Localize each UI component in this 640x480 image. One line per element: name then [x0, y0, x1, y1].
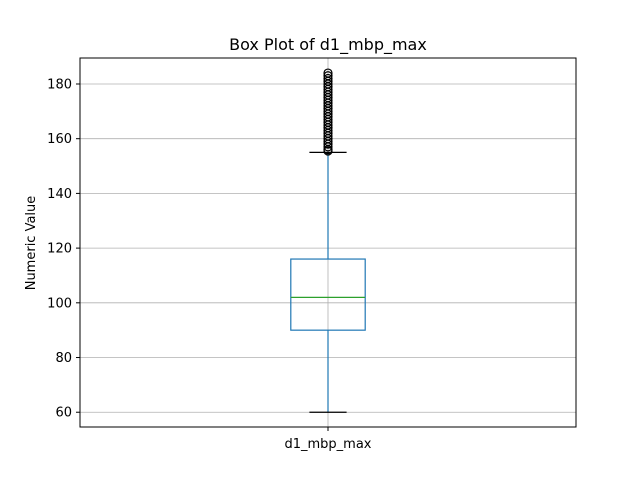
- iqr-box: [290, 258, 366, 331]
- outlier-point: [323, 73, 333, 84]
- axes: 60 80 100 120 140 160 180 d1_mbp_max: [47, 57, 577, 452]
- y-tick-label: 120: [47, 242, 72, 257]
- y-tick-label: 60: [55, 406, 72, 421]
- y-tick-label: 160: [47, 132, 72, 147]
- y-tick-label: 80: [55, 351, 72, 366]
- y-tick-label: 100: [47, 296, 72, 311]
- outlier-point: [323, 68, 333, 78]
- y-axis-label: Numeric Value: [24, 196, 39, 291]
- y-tick-label: 140: [47, 187, 72, 202]
- y-tick-label: 180: [47, 77, 72, 92]
- x-tick-label: d1_mbp_max: [284, 437, 371, 452]
- outlier-point: [323, 71, 333, 81]
- plot-area: [290, 68, 366, 413]
- chart-title: Box Plot of d1_mbp_max: [229, 35, 427, 55]
